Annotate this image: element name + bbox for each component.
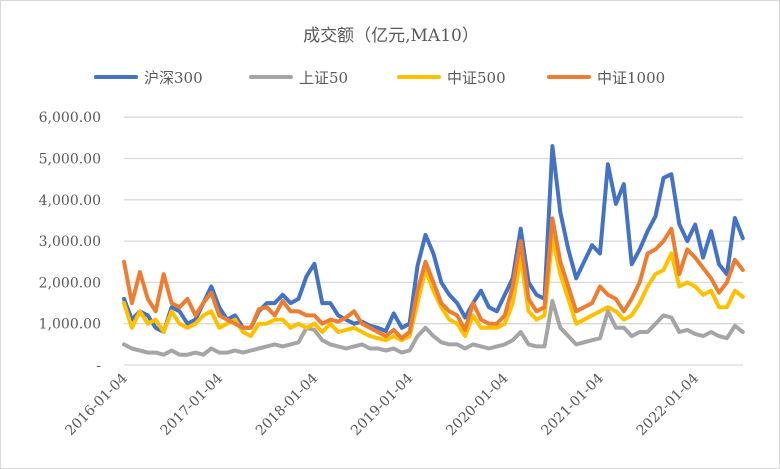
chart-title: 成交额（亿元,MA10） [303, 26, 479, 46]
series-lines [122, 144, 745, 357]
y-tick-label: 1,000.00 [39, 317, 101, 333]
x-tick-label: 2022-01-04 [634, 370, 702, 438]
y-tick-label: 4,000.00 [39, 193, 101, 209]
y-tick-label: - [96, 358, 101, 374]
x-axis: 2016-01-04 2017-01-04 2018-01-04 2019-01-04… [62, 370, 702, 438]
x-tick-label: 2019-01-04 [348, 370, 416, 438]
y-tick-label: 2,000.00 [39, 275, 101, 291]
series-line-2 [122, 299, 745, 357]
x-tick-label: 2021-01-04 [538, 370, 606, 438]
legend-label: 上证50 [299, 69, 348, 87]
legend-label: 中证500 [447, 69, 506, 87]
y-tick-label: 6,000.00 [39, 110, 101, 126]
x-tick-label: 2017-01-04 [158, 370, 226, 438]
y-tick-label: 5,000.00 [39, 152, 101, 168]
x-tick-label: 2018-01-04 [253, 370, 321, 438]
legend-label: 中证1000 [597, 69, 665, 87]
legend-label: 沪深300 [144, 69, 203, 87]
x-tick-label: 2020-01-04 [443, 370, 511, 438]
y-axis: - 1,000.00 2,000.00 3,000.00 4,000.00 5,000.0… [39, 110, 102, 374]
x-tick-label: 2016-01-04 [62, 370, 130, 438]
legend: 沪深300 上证50 中证500 中证1000 [94, 69, 665, 87]
y-tick-label: 3,000.00 [39, 234, 101, 250]
series-line-3 [122, 235, 745, 343]
series-line-4 [122, 216, 745, 341]
